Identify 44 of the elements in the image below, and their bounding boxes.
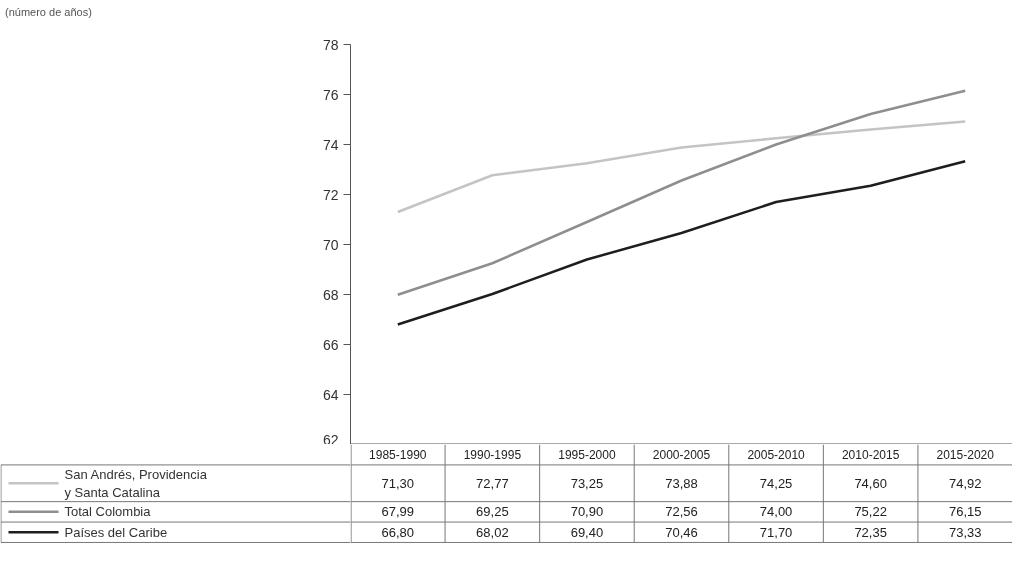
y-tick-label: 66 [322, 336, 339, 353]
x-tick-label: 2015-2020 [936, 448, 995, 463]
y-tick-label: 78 [322, 36, 339, 53]
legend-label: Países del Caribe [64, 524, 168, 540]
data-label: 74,92 [948, 475, 982, 491]
y-tick-label: 70 [322, 236, 339, 253]
x-tick-label: 2000-2005 [652, 448, 711, 463]
data-label: 73,88 [665, 475, 698, 491]
data-label: 72,35 [854, 524, 887, 540]
data-label: 67,99 [381, 504, 415, 520]
data-label: 72,56 [665, 504, 698, 520]
data-label: 74,60 [854, 475, 887, 491]
data-label: 70,46 [665, 524, 698, 540]
data-label: 70,90 [570, 504, 604, 520]
text: (número de años) [5, 5, 92, 20]
x-tick-label: 2005-2010 [747, 448, 806, 463]
x-tick-label: 1990-1995 [463, 448, 522, 463]
data-label: 74,00 [759, 504, 793, 520]
y-tick-label: 64 [322, 386, 339, 403]
data-label: 74,25 [759, 475, 793, 491]
line-series [396, 160, 967, 326]
x-tick-label: 2010-2015 [841, 448, 900, 463]
data-label: 68,02 [476, 524, 509, 540]
line-series [396, 120, 967, 214]
data-label: 72,77 [476, 475, 509, 491]
y-tick-label: 72 [322, 186, 339, 203]
y-tick-label: 62 [322, 431, 339, 448]
data-label: 69,40 [570, 524, 604, 540]
line-series [396, 89, 967, 296]
legend-label: San Andrés, Providencia y Santa Catalina [64, 466, 208, 500]
data-label: 71,30 [381, 475, 415, 491]
data-label: 76,15 [948, 504, 982, 520]
y-tick-label: 76 [322, 86, 339, 103]
data-label: 69,25 [476, 504, 509, 520]
data-label: 66,80 [381, 524, 415, 540]
data-label: 71,70 [759, 524, 793, 540]
y-tick-label: 74 [322, 136, 339, 153]
y-tick-label: 68 [322, 286, 339, 303]
x-tick-label: 1995-2000 [558, 448, 616, 463]
x-tick-label: 1985-1990 [369, 448, 427, 463]
legend-label: Total Colombia [64, 504, 152, 520]
data-label: 73,33 [948, 524, 982, 540]
data-label: 73,25 [570, 475, 604, 491]
data-label: 75,22 [854, 504, 887, 520]
